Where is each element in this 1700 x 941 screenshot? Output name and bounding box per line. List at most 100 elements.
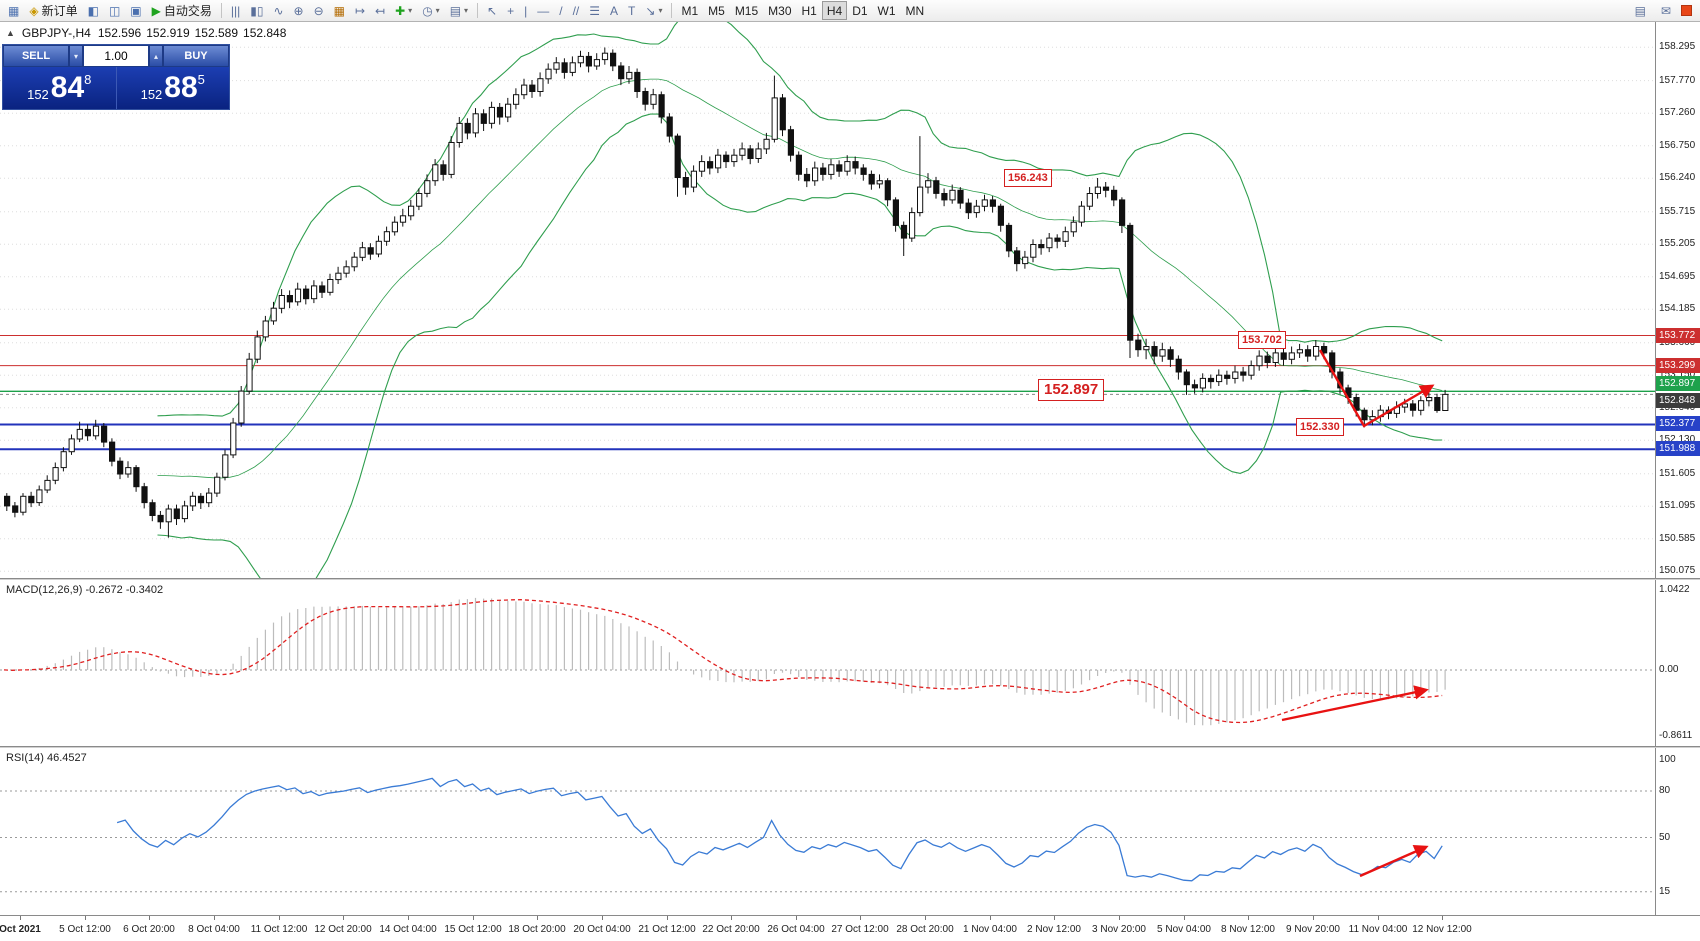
cursor-button-glyph: ↖ — [487, 3, 498, 18]
horizontal-line-button-glyph: — — [537, 3, 550, 18]
ask-price-display[interactable]: 152 88 5 — [115, 67, 230, 109]
macd-axis-label: -0.8611 — [1659, 730, 1693, 741]
indicators-button[interactable]: ✚ ▾ — [390, 1, 417, 20]
time-axis-label: 27 Oct 12:00 — [831, 924, 889, 935]
macd-axis[interactable]: 1.0422 0.00 -0.8611 — [1655, 580, 1700, 746]
navigator-button[interactable]: ◫ — [104, 1, 125, 20]
timeframe-m30[interactable]: M30 — [763, 1, 796, 20]
timeframe-mn[interactable]: MN — [901, 1, 930, 20]
chart-profile-icon[interactable]: ▤ — [1630, 1, 1651, 20]
time-axis-label: 14 Oct 04:00 — [379, 924, 437, 935]
dropdown-caret-icon: ▾ — [658, 6, 663, 15]
trendline-button[interactable]: / — [554, 1, 567, 20]
macd-label: MACD(12,26,9) -0.2672 -0.3402 — [6, 584, 164, 596]
time-axis-label: 12 Oct 20:00 — [314, 924, 372, 935]
time-axis-label: 26 Oct 04:00 — [767, 924, 825, 935]
zoom-out-button[interactable]: ⊖ — [309, 1, 329, 20]
rsi-axis-label: 15 — [1659, 885, 1671, 897]
price-grid — [0, 46, 1655, 572]
new-chart-button[interactable]: ▦ — [3, 1, 24, 20]
time-axis[interactable]: Oct 2021 5 Oct 12:00 6 Oct 20:00 8 Oct 04:0… — [0, 915, 1700, 941]
line-chart-button[interactable]: ∿ — [268, 1, 288, 20]
auto-scroll-button[interactable]: ↦ — [350, 1, 370, 20]
toolbar: ▦ ◈ 新订单 ◧ ◫ ▣ ▶ 自动交易 ||| ▮▯ ∿ ⊕ ⊖ ▦ ↦ ↤ ✚ ▾ ◷ ▾ ▤ ▾ ↖ + | — ///☰ A T… — [0, 0, 1700, 22]
arrows-button-glyph: ↘ — [645, 3, 656, 18]
rsi-axis-label: 80 — [1659, 785, 1671, 796]
price-annotation[interactable]: 153.702 — [1238, 331, 1286, 349]
vertical-line-button[interactable]: | — [519, 1, 532, 20]
rsi-pane[interactable] — [0, 748, 1655, 915]
chart-shift-button[interactable]: ↤ — [370, 1, 390, 20]
text-label-button-glyph: T — [628, 3, 636, 18]
timeframe-w1[interactable]: W1 — [873, 1, 901, 20]
rsi-axis-label: 50 — [1659, 831, 1671, 843]
timeframe-m15[interactable]: M15 — [730, 1, 763, 20]
cursor-button[interactable]: ↖ — [482, 1, 502, 20]
fibonacci-button[interactable]: ☰ — [584, 1, 605, 20]
chart-window[interactable]: 158.295 157.770 157.260 156.750 156.240 155.7… — [0, 22, 1700, 941]
crosshair-button[interactable]: + — [502, 1, 519, 20]
timeframe-h4[interactable]: H4 — [821, 1, 848, 20]
horizontal-line-button[interactable]: — — [532, 1, 554, 20]
open-value: 152.596 — [97, 26, 142, 40]
horizontal-level-lines[interactable] — [0, 335, 1655, 451]
autotrading-button[interactable]: ▶ 自动交易 — [147, 1, 217, 20]
sell-button[interactable]: SELL — [3, 45, 69, 67]
pane-separator[interactable] — [0, 746, 1700, 748]
price-axis-label: 153.150 — [1659, 369, 1696, 381]
ohlc-readout: 152.596 152.919 152.589 152.848 — [98, 26, 292, 40]
bollinger-upper-band — [157, 22, 1443, 417]
timeframe-m5[interactable]: M5 — [703, 1, 730, 20]
price-level-badge: 153.772 — [1656, 327, 1700, 343]
trend-arrow[interactable] — [1359, 845, 1429, 878]
bars-chart-button[interactable]: ||| — [226, 1, 245, 20]
zoom-out-button-glyph: ⊖ — [313, 3, 324, 18]
new-order-button[interactable]: ◈ 新订单 — [24, 1, 82, 20]
price-annotation[interactable]: 152.330 — [1296, 418, 1344, 436]
notification-badge[interactable] — [1681, 5, 1692, 16]
time-axis-tick — [1119, 916, 1120, 920]
rsi-axis[interactable]: 100 80 50 15 — [1655, 748, 1700, 915]
price-chart[interactable] — [0, 22, 1655, 578]
zoom-in-button[interactable]: ⊕ — [289, 1, 309, 20]
periods-button[interactable]: ◷ ▾ — [417, 1, 445, 20]
timeframe-d1[interactable]: D1 — [847, 1, 872, 20]
buy-button[interactable]: BUY — [163, 45, 229, 67]
market-watch-button[interactable]: ◧ — [83, 1, 104, 20]
price-axis-label: 152.130 — [1659, 434, 1696, 446]
templates-button-glyph: ▤ — [449, 3, 462, 18]
equidistant-channel-button[interactable]: // — [568, 1, 585, 20]
price-axis-label: 158.295 — [1659, 41, 1696, 53]
templates-button[interactable]: ▤ ▾ — [445, 1, 473, 20]
arrows-button[interactable]: ↘ ▾ — [640, 1, 667, 20]
price-axis-label: 155.205 — [1659, 238, 1696, 250]
bid-price-display[interactable]: 152 84 8 — [3, 67, 116, 109]
text-label-button[interactable]: T — [623, 1, 640, 20]
time-axis-tick — [85, 916, 86, 920]
price-annotation[interactable]: 152.897 — [1038, 379, 1105, 401]
text-button[interactable]: A — [605, 1, 623, 20]
macd-pane[interactable] — [0, 580, 1655, 746]
vertical-line-button-glyph: | — [524, 3, 528, 18]
timeframe-m1[interactable]: M1 — [676, 1, 703, 20]
trend-arrow[interactable] — [1281, 685, 1429, 722]
price-axis[interactable]: 158.295 157.770 157.260 156.750 156.240 155.7… — [1655, 22, 1700, 578]
volume-decrease-button[interactable]: ▾ — [69, 45, 83, 67]
time-axis-tick — [343, 916, 344, 920]
toolbar-right: ▤ ✉ — [1630, 1, 1697, 20]
pane-separator[interactable] — [0, 578, 1700, 580]
messages-icon[interactable]: ✉ — [1656, 1, 1676, 20]
terminal-button[interactable]: ▣ — [125, 1, 146, 20]
volume-increase-button[interactable]: ▴ — [149, 45, 163, 67]
price-axis-label: 157.770 — [1659, 74, 1696, 86]
candlestick-chart-button[interactable]: ▮▯ — [245, 1, 268, 20]
timeframe-h1[interactable]: H1 — [797, 1, 822, 20]
trend-arrow[interactable] — [1318, 349, 1435, 428]
volume-input[interactable] — [83, 45, 149, 67]
time-axis-label: 8 Oct 04:00 — [188, 924, 240, 935]
toolbar-group-standard: ▦ ◈ 新订单 ◧ ◫ ▣ ▶ 自动交易 — [3, 0, 217, 21]
price-annotation[interactable]: 156.243 — [1004, 169, 1052, 187]
trendline-button-glyph: / — [559, 3, 563, 18]
tile-windows-button[interactable]: ▦ — [329, 1, 350, 20]
one-click-toggle-icon[interactable]: ▲ — [6, 28, 15, 38]
